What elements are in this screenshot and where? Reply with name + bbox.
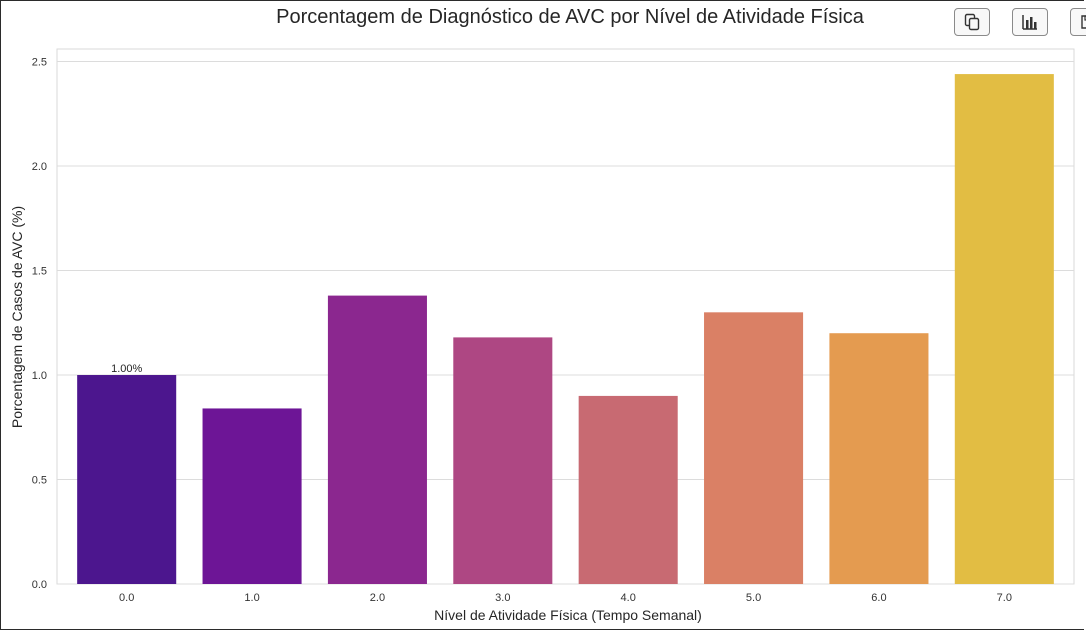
chart-toolbar — [954, 8, 1086, 36]
copy-button[interactable] — [954, 8, 990, 36]
bar-chart-button[interactable] — [1012, 8, 1048, 36]
chart-title: Porcentagem de Diagnóstico de AVC por Ní… — [276, 6, 864, 28]
copy-icon — [964, 13, 980, 31]
bar-chart-icon — [1022, 15, 1037, 30]
save-icon — [1081, 15, 1086, 29]
save-button[interactable] — [1070, 8, 1086, 36]
